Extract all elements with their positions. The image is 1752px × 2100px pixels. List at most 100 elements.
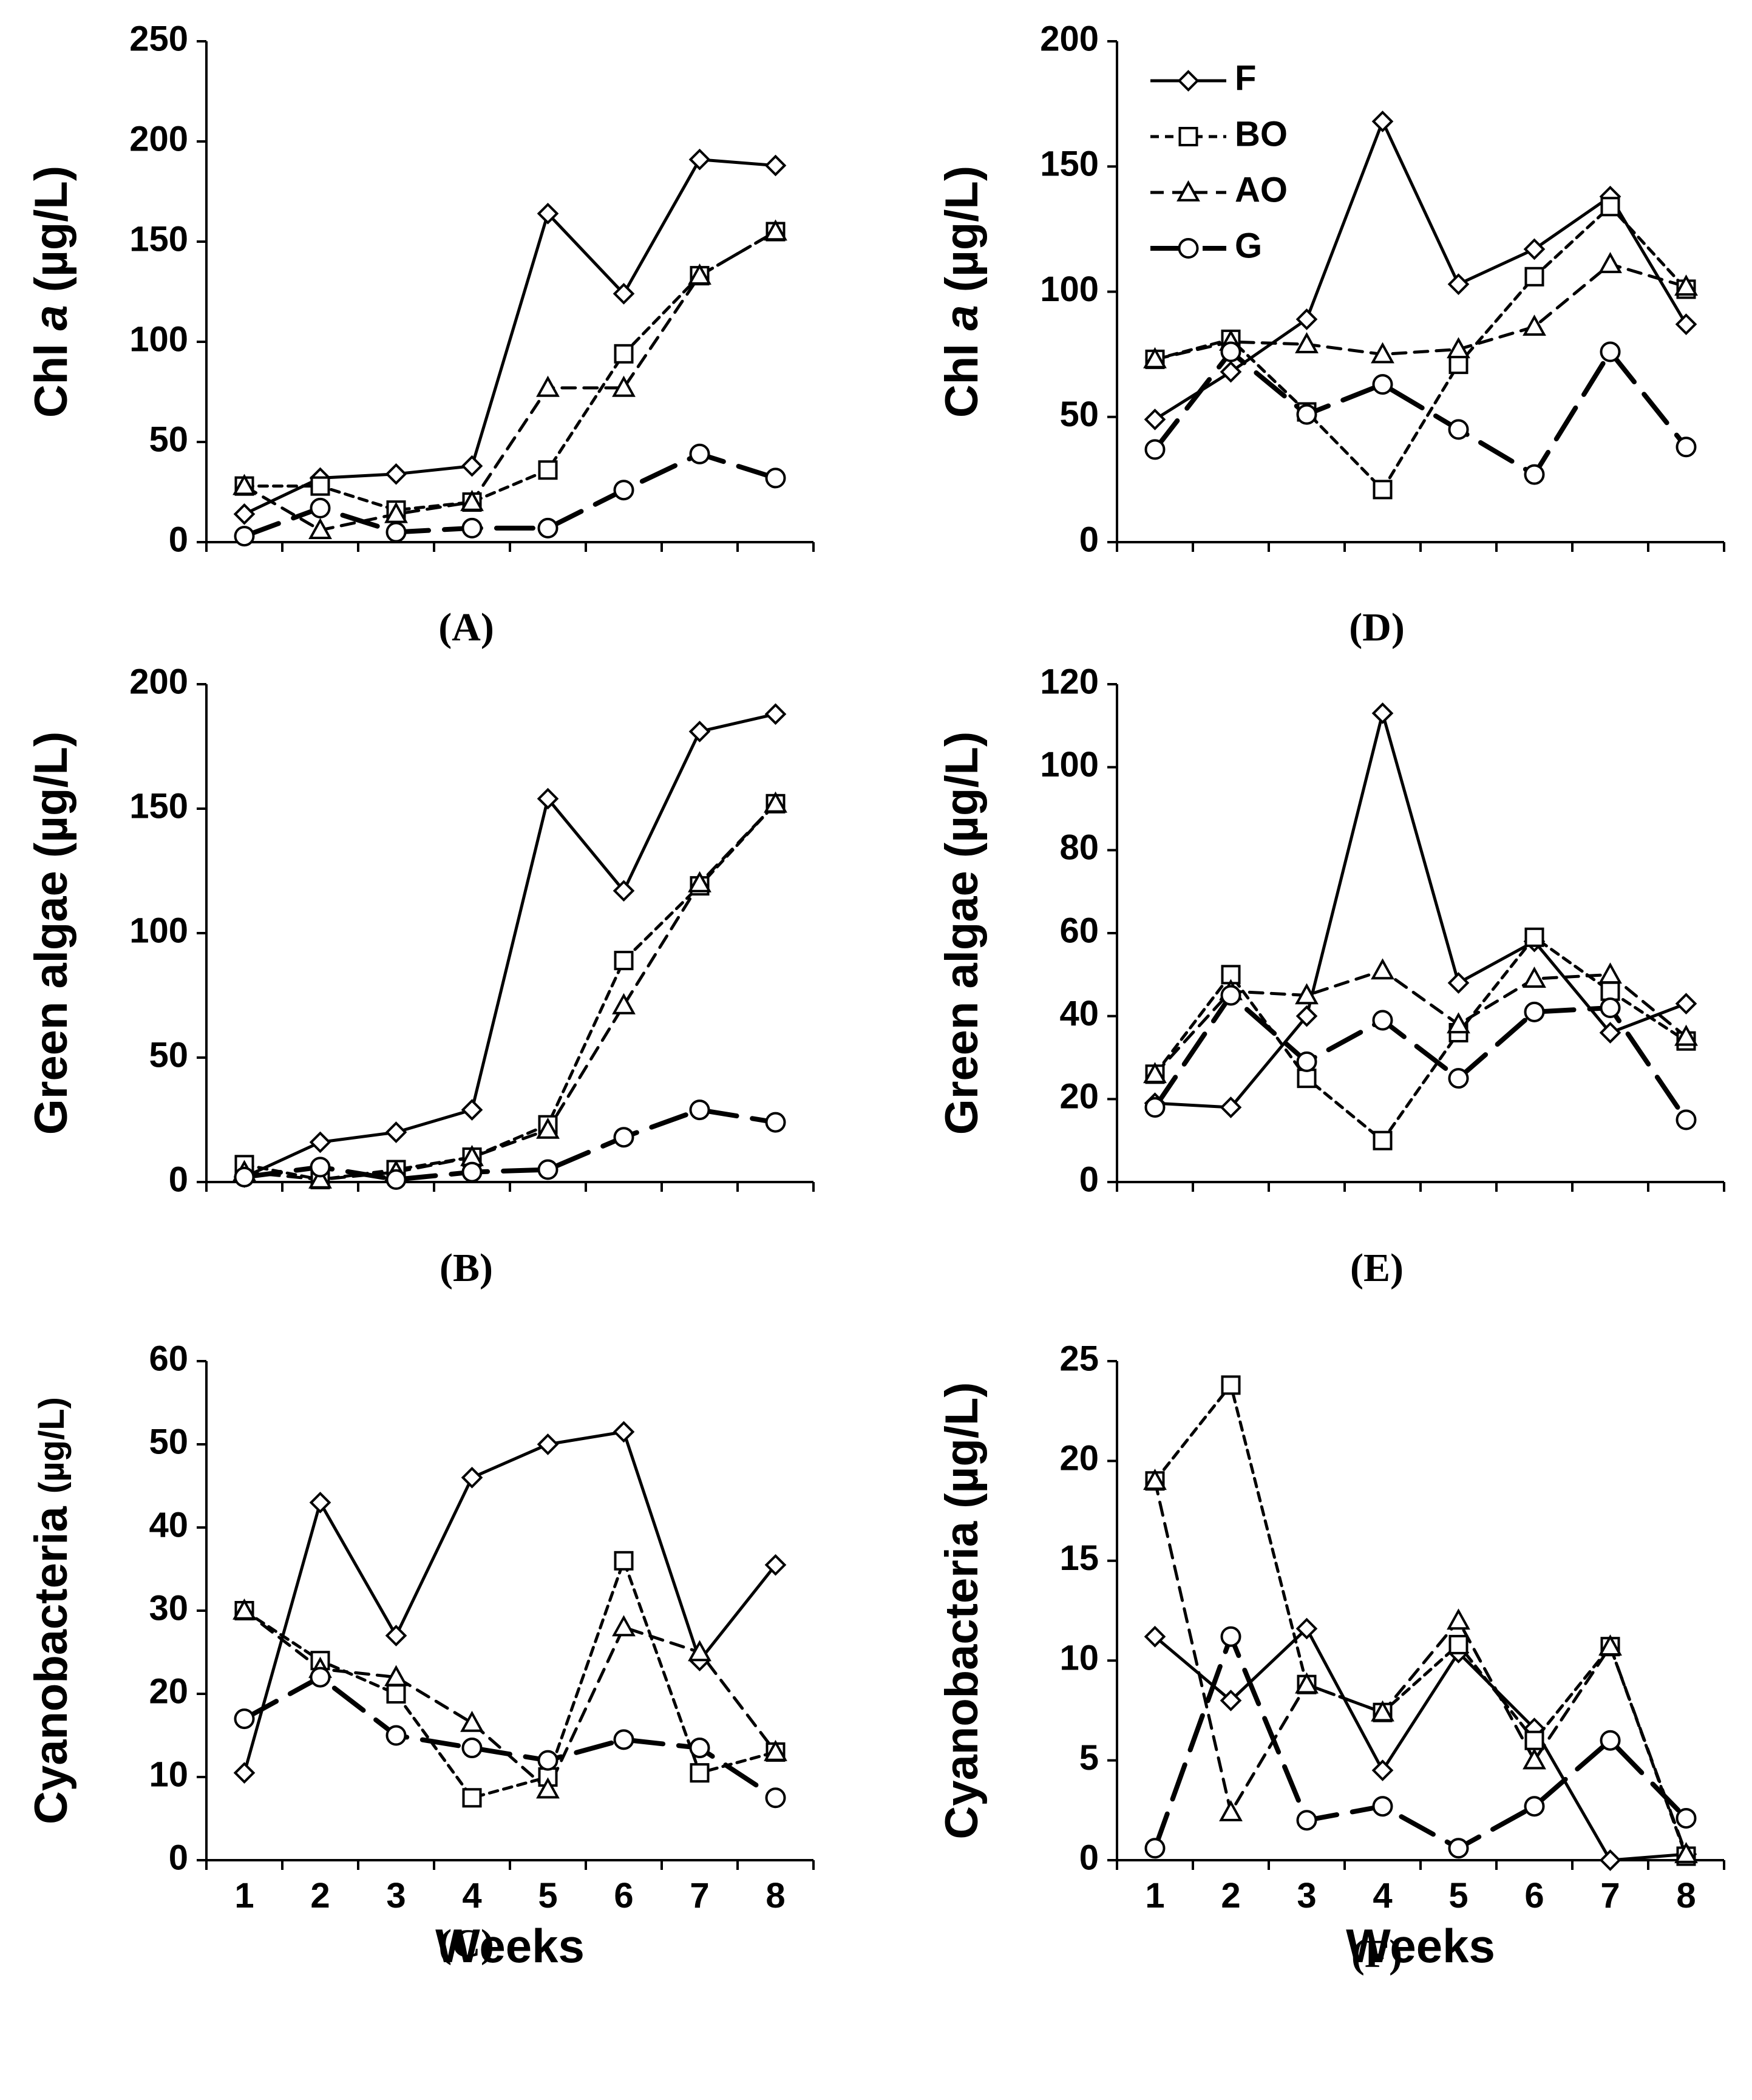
series-line-g [1152, 993, 1689, 1123]
marker-ao [460, 489, 484, 511]
panel-label: (A) [438, 605, 494, 650]
marker-f [1523, 238, 1546, 260]
y-tick-label: 200 [129, 662, 188, 701]
marker-ao [1219, 1799, 1243, 1821]
x-tick-label: 3 [386, 1876, 406, 1915]
marker-g [1296, 404, 1317, 425]
marker-g [1524, 464, 1545, 485]
marker-ao [1447, 1012, 1470, 1034]
series-line-g [1152, 349, 1689, 477]
marker-g [461, 1161, 483, 1183]
marker-f [1599, 1022, 1621, 1044]
series-line-g [242, 1107, 778, 1182]
y-tick-label: 0 [1079, 1160, 1099, 1199]
marker-f [461, 455, 483, 477]
marker-ao [1371, 1700, 1394, 1722]
marker-g [1676, 1109, 1697, 1130]
chart-panel-b: 0 50 100 150 200 (B) [129, 662, 815, 1290]
marker-bo [1524, 1730, 1544, 1750]
marker-f [1220, 361, 1242, 383]
y-tick-label: 200 [1040, 19, 1099, 58]
marker-g [1600, 1730, 1621, 1751]
y-tick-label: 60 [149, 1339, 188, 1378]
marker-f [1675, 993, 1697, 1014]
marker-g [613, 1127, 634, 1148]
marker-ao [1598, 1634, 1622, 1656]
marker-ao [764, 791, 787, 813]
y-tick-label: 100 [129, 319, 188, 359]
marker-g [765, 1787, 786, 1809]
marker-ao [1598, 252, 1622, 273]
marker-f [1144, 1625, 1166, 1648]
marker-ao [612, 375, 636, 397]
marker-f [764, 703, 787, 725]
y-tick-label: 0 [1079, 520, 1099, 559]
y-tick-label: 20 [1059, 1439, 1099, 1478]
marker-g [310, 1667, 331, 1688]
marker-bo [1297, 1069, 1317, 1089]
series-line-ao [1153, 1479, 1688, 1856]
panel-label: (D) [1349, 605, 1405, 650]
y-tick-label: 50 [1059, 395, 1099, 434]
x-tick-label: 3 [1297, 1876, 1316, 1915]
y-axis-label: Green algae (µg/L) [25, 732, 77, 1135]
marker-bo [386, 1684, 406, 1704]
marker-f [1371, 702, 1394, 724]
y-axis-label: Chl a (µg/L) [936, 166, 988, 418]
y-axis-label: Green algae (µg/L) [936, 732, 988, 1135]
marker-ao [1371, 958, 1394, 980]
chart-panel-f: 0 5 10 15 20 25 1 2 3 4 5 6 7 8 Weeks(F) [1059, 1339, 1725, 1976]
marker-f [461, 1466, 483, 1489]
y-axis-label-unit: (µg/L) [32, 1397, 72, 1493]
chart-panel-e: 0 20 40 60 80 100 120 (E) [1040, 662, 1725, 1290]
marker-g [1296, 1810, 1317, 1831]
x-tick-label: 1 [234, 1876, 254, 1915]
series-line-bo [243, 230, 777, 512]
marker-ao [764, 219, 787, 241]
y-axis-label-part: (µg/L) [936, 166, 988, 305]
y-tick-label: 50 [149, 1422, 188, 1461]
marker-f [233, 1762, 256, 1784]
x-tick-label: 7 [690, 1876, 709, 1915]
marker-bo [614, 951, 634, 971]
legend: F BO AO G [1150, 58, 1288, 265]
marker-g [1600, 341, 1621, 362]
series-line-ao [1153, 262, 1688, 361]
marker-ao [308, 518, 332, 539]
y-tick-label: 30 [149, 1588, 188, 1628]
y-axis-label-part: Green algae (µg/L) [936, 732, 988, 1135]
panel-label: (F) [1351, 1932, 1402, 1976]
y-axis-label-part: (µg/L) [25, 166, 77, 305]
marker-ao [1295, 332, 1319, 353]
y-tick-label: 10 [149, 1755, 188, 1794]
marker-bo [538, 460, 558, 480]
marker-g [1220, 341, 1241, 362]
marker-ao [1523, 314, 1546, 336]
marker-f [1599, 1849, 1621, 1871]
x-tick-label: 2 [1221, 1876, 1240, 1915]
marker-ao [1523, 1748, 1546, 1770]
marker-ao [1523, 967, 1546, 988]
y-tick-label: 100 [129, 911, 188, 950]
marker-ao [612, 1615, 636, 1637]
y-tick-label: 150 [129, 219, 188, 259]
marker-f [385, 1625, 407, 1646]
x-tick-label: 8 [766, 1876, 785, 1915]
marker-ao [1371, 342, 1394, 364]
marker-g [310, 497, 331, 518]
legend-label-bo: BO [1235, 114, 1288, 154]
x-tick-label: 6 [1524, 1876, 1544, 1915]
marker-ao [384, 1665, 408, 1687]
marker-bo [614, 344, 634, 364]
marker-ao [1176, 180, 1200, 202]
marker-ao [688, 871, 711, 892]
marker-ao [1143, 1469, 1167, 1490]
marker-ao [688, 263, 711, 285]
x-tick-label: 8 [1676, 1876, 1696, 1915]
marker-ao [688, 1640, 711, 1662]
marker-bo [1600, 981, 1620, 1001]
marker-g [1144, 439, 1166, 460]
series-line-ao [243, 230, 777, 532]
x-axis-label: Weeks [1346, 1919, 1495, 1973]
y-tick-label: 120 [1040, 662, 1099, 701]
